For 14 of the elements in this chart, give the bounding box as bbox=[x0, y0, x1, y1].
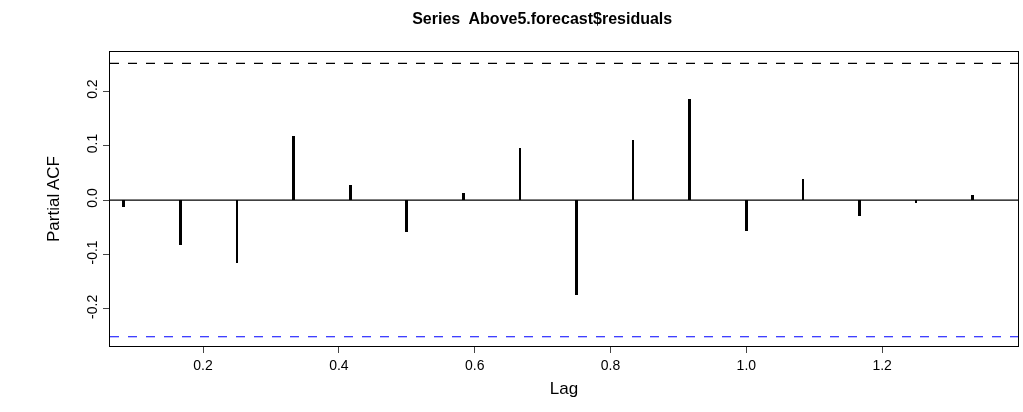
x-tick-label: 0.6 bbox=[464, 356, 485, 373]
x-axis-title: Lag bbox=[549, 379, 579, 399]
x-tick-label: 0.2 bbox=[193, 356, 213, 373]
y-axis-title: Partial ACF bbox=[43, 156, 63, 242]
y-tick-label: 0.0 bbox=[84, 188, 101, 208]
y-tick-label: -0.1 bbox=[84, 240, 101, 265]
x-tick-label: 0.8 bbox=[600, 356, 621, 373]
y-tick-label: 0.2 bbox=[84, 79, 101, 99]
x-tick-label: 1.2 bbox=[872, 356, 893, 373]
chart-title: Series Above5.forecast$residuals bbox=[412, 9, 673, 27]
y-tick-label: -0.2 bbox=[84, 294, 101, 319]
x-tick-label: 0.4 bbox=[329, 356, 349, 373]
y-tick-label: 0.1 bbox=[84, 133, 101, 154]
x-tick-label: 1.0 bbox=[736, 356, 757, 373]
